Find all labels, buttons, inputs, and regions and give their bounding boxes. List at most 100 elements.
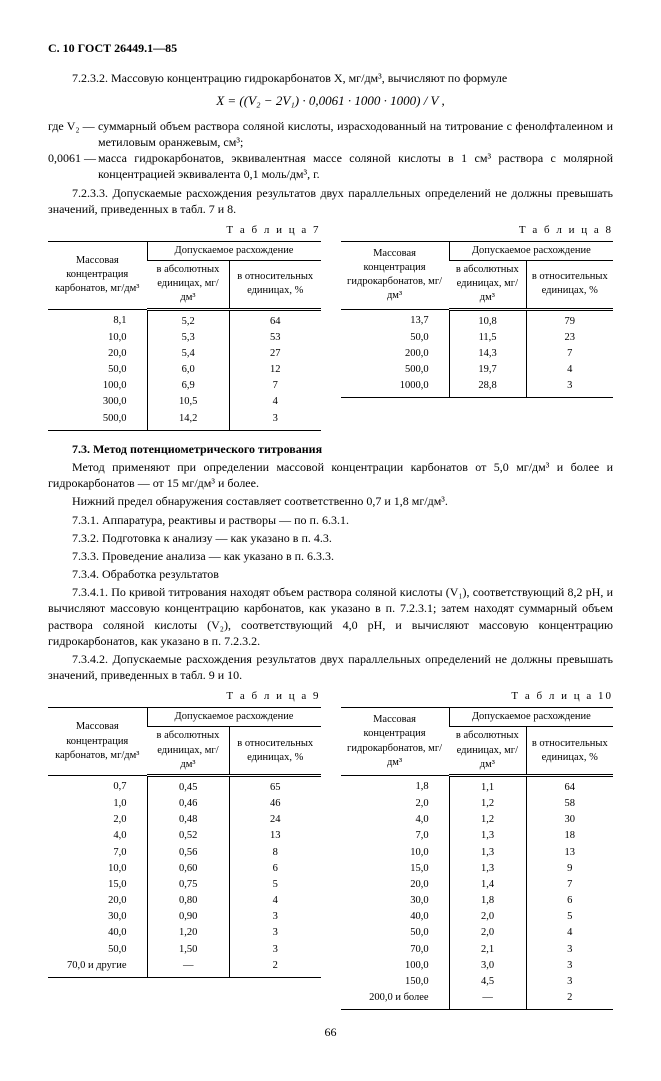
table-row: 150,04,53 — [341, 974, 614, 990]
table-cell: 58 — [526, 796, 613, 812]
table-row: 100,03,03 — [341, 958, 614, 974]
table-row: 20,05,427 — [48, 346, 321, 362]
table-cell: 30 — [526, 812, 613, 828]
table-cell: 0,7 — [48, 775, 147, 796]
table-cell: 20,0 — [48, 346, 147, 362]
table-cell: 100,0 — [48, 378, 147, 394]
table-row: 10,05,353 — [48, 330, 321, 346]
table-cell: 14,2 — [147, 411, 229, 431]
table-cell: 3 — [229, 942, 320, 958]
para-7341: 7.3.4.1. По кривой титрования находят об… — [48, 584, 613, 649]
table-row: 50,02,04 — [341, 925, 614, 941]
table-row: 20,01,47 — [341, 877, 614, 893]
table-cell: 79 — [526, 309, 613, 330]
table-cell: 53 — [229, 330, 320, 346]
table-10: Массовая концентрация гидрокарбонатов, м… — [341, 707, 614, 1010]
table-cell: 1,20 — [147, 925, 229, 941]
table-cell: 3,0 — [449, 958, 526, 974]
table-cell: 6 — [526, 893, 613, 909]
table-10-wrap: Т а б л и ц а 10 Массовая концентрация г… — [341, 689, 614, 1010]
table-cell: 100,0 — [341, 958, 450, 974]
table-cell: 13,7 — [341, 309, 450, 330]
table-cell: 2,0 — [449, 909, 526, 925]
tables-9-10: Т а б л и ц а 9 Массовая концентрация ка… — [48, 689, 613, 1010]
th-abs: в абсолютных единицах, мг/дм³ — [147, 727, 229, 776]
table-cell: 2,0 — [48, 812, 147, 828]
table-row: 15,00,755 — [48, 877, 321, 893]
para-73a: Метод применяют при определении массовой… — [48, 459, 613, 491]
table-cell: 6,9 — [147, 378, 229, 394]
where-k: 0,0061 — масса гидрокарбонатов, эквивале… — [48, 150, 613, 182]
table-cell: 300,0 — [48, 394, 147, 410]
table-row: 70,02,13 — [341, 942, 614, 958]
table-cell: 0,60 — [147, 861, 229, 877]
table-cell: 3 — [526, 378, 613, 398]
table-cell: 50,0 — [341, 925, 450, 941]
table-row: 1,00,4646 — [48, 796, 321, 812]
table-9-wrap: Т а б л и ц а 9 Массовая концентрация ка… — [48, 689, 321, 1010]
table-cell: 12 — [229, 362, 320, 378]
th-mass: Массовая концентрация гидрокарбонатов, м… — [341, 708, 450, 776]
table-8-wrap: Т а б л и ц а 8 Массовая концентрация ги… — [341, 223, 614, 431]
table-cell: 1,2 — [449, 796, 526, 812]
table-cell: 0,52 — [147, 828, 229, 844]
para-732: 7.3.2. Подготовка к анализу — как указан… — [48, 530, 613, 546]
table-cell: 13 — [526, 845, 613, 861]
table-row: 200,0 и более—2 — [341, 990, 614, 1010]
table-cell: 7,0 — [48, 845, 147, 861]
table-cell: 10,8 — [449, 309, 526, 330]
th-rel: в относительных единицах, % — [526, 727, 613, 776]
table-cell: 15,0 — [48, 877, 147, 893]
para-7342: 7.3.4.2. Допускаемые расхождения результ… — [48, 651, 613, 683]
para-733: 7.3.3. Проведение анализа — как указано … — [48, 548, 613, 564]
th-allow: Допускаемое расхождение — [147, 241, 320, 260]
table-cell: 3 — [229, 909, 320, 925]
table-row: 30,01,86 — [341, 893, 614, 909]
table-cell: 65 — [229, 775, 320, 796]
table-cell: 8 — [229, 845, 320, 861]
para-7233: 7.2.3.3. Допускаемые расхождения результ… — [48, 185, 613, 217]
table-cell: 200,0 — [341, 346, 450, 362]
table-cell: 2,0 — [341, 796, 450, 812]
table-cell: 50,0 — [48, 942, 147, 958]
table-cell: 1,4 — [449, 877, 526, 893]
table-cell: 1,50 — [147, 942, 229, 958]
table-row: 2,00,4824 — [48, 812, 321, 828]
table-cell: 1,0 — [48, 796, 147, 812]
table-row: 8,15,264 — [48, 309, 321, 330]
th-mass: Массовая концентрация гидрокарбонатов, м… — [341, 241, 450, 309]
table-10-caption: Т а б л и ц а 10 — [341, 689, 614, 704]
table-cell: 500,0 — [341, 362, 450, 378]
table-row: 500,019,74 — [341, 362, 614, 378]
section-73: 7.3. Метод потенциометрического титрован… — [48, 441, 613, 457]
table-cell: 13 — [229, 828, 320, 844]
table-cell: 24 — [229, 812, 320, 828]
table-row: 10,00,606 — [48, 861, 321, 877]
table-row: 0,70,4565 — [48, 775, 321, 796]
table-row: 500,014,23 — [48, 411, 321, 431]
para-73b: Нижний предел обнаружения составляет соо… — [48, 493, 613, 509]
table-cell: 10,0 — [341, 845, 450, 861]
table-row: 7,00,568 — [48, 845, 321, 861]
th-abs: в абсолютных единицах, мг/дм³ — [449, 261, 526, 310]
where-k-sym: 0,0061 — — [48, 150, 98, 182]
table-cell: 1,3 — [449, 861, 526, 877]
table-cell: 8,1 — [48, 309, 147, 330]
table-cell: 46 — [229, 796, 320, 812]
table-cell: 7 — [526, 346, 613, 362]
th-rel: в относительных единицах, % — [229, 727, 320, 776]
table-cell: 4,0 — [48, 828, 147, 844]
table-cell: 2 — [229, 958, 320, 978]
table-row: 7,01,318 — [341, 828, 614, 844]
table-cell: 0,45 — [147, 775, 229, 796]
table-row: 200,014,37 — [341, 346, 614, 362]
table-cell: 0,75 — [147, 877, 229, 893]
th-mass: Массовая концентрация карбонатов, мг/дм³ — [48, 708, 147, 776]
table-7-caption: Т а б л и ц а 7 — [48, 223, 321, 238]
table-9: Массовая концентрация карбонатов, мг/дм³… — [48, 707, 321, 978]
table-cell: 5,3 — [147, 330, 229, 346]
table-cell: 4 — [229, 394, 320, 410]
table-cell: 0,90 — [147, 909, 229, 925]
table-cell: 500,0 — [48, 411, 147, 431]
table-cell: 14,3 — [449, 346, 526, 362]
